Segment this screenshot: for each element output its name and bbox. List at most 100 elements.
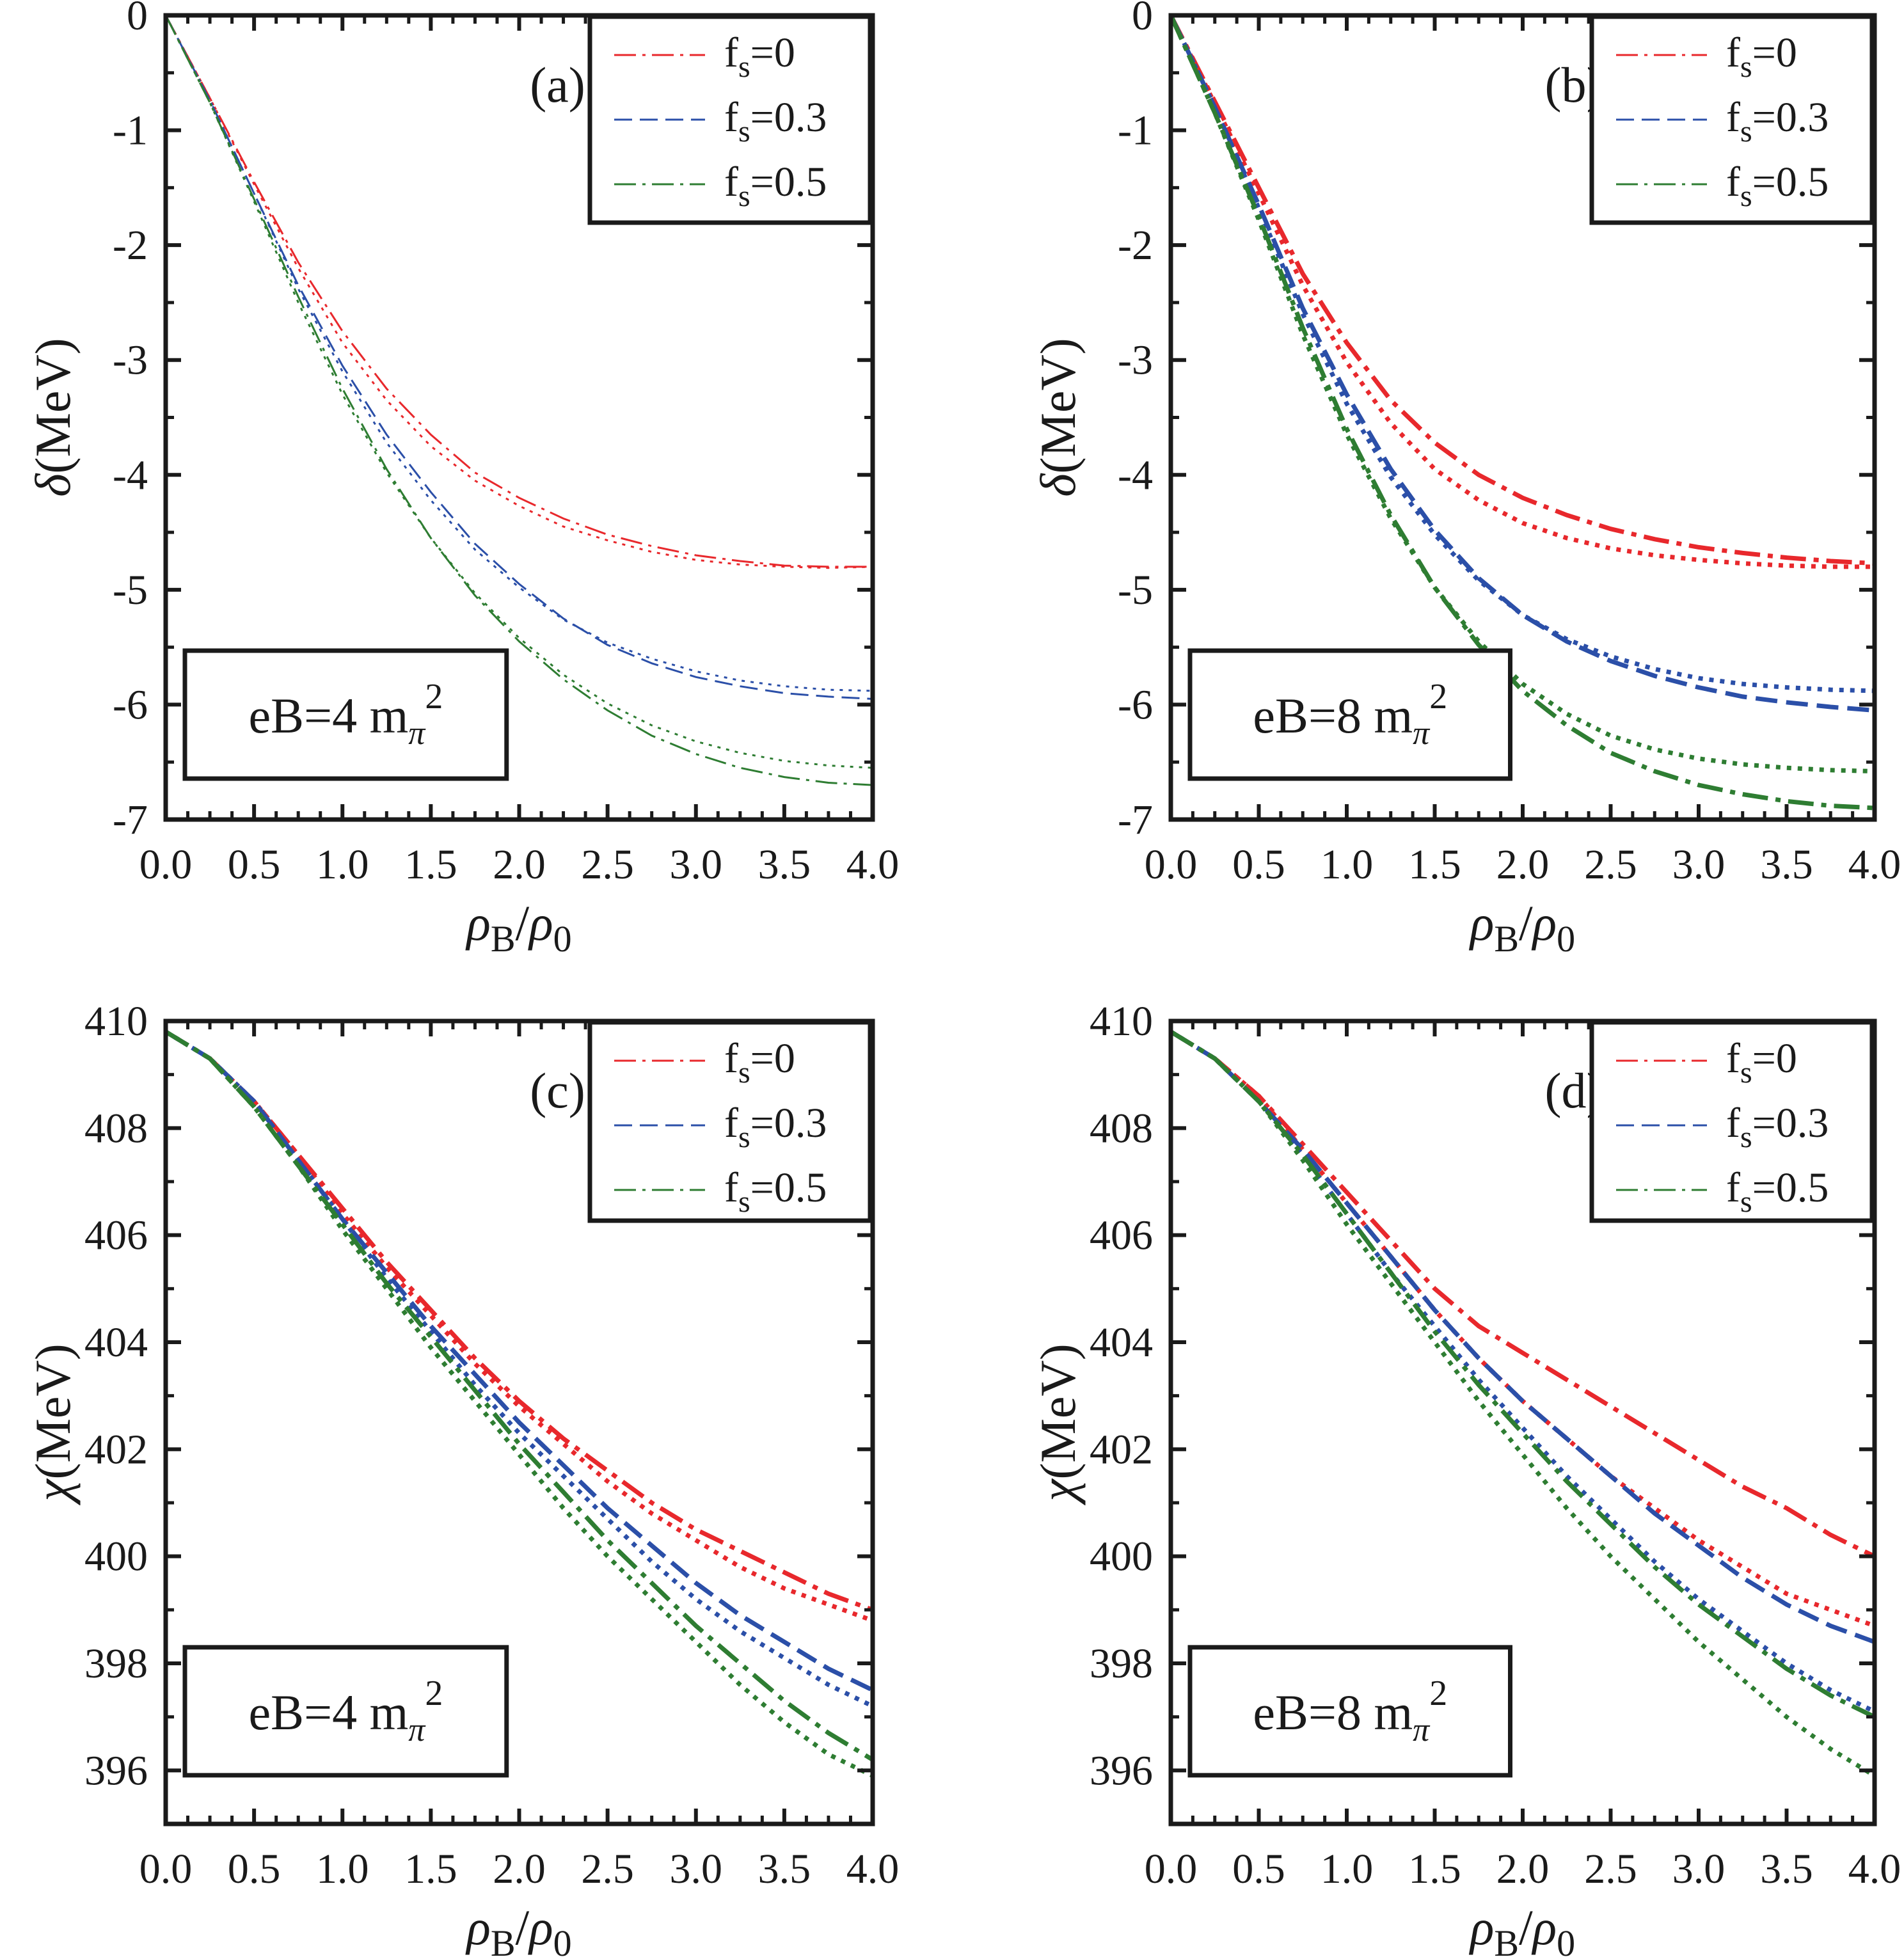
y-tick-label: 406 — [1090, 1212, 1153, 1259]
x-tick-label: 0.5 — [1232, 841, 1285, 888]
series-line-0 — [1171, 15, 1875, 566]
series-line-0 — [1171, 1029, 1875, 1558]
y-tick-label: 0 — [127, 0, 148, 39]
x-tick-label: 0.5 — [1232, 1846, 1285, 1892]
y-tick-label: 408 — [1090, 1105, 1153, 1152]
x-tick-label: 0.5 — [228, 1846, 281, 1892]
legend: fs=0 fs=0.3 fs=0.5 — [587, 1020, 873, 1223]
annotation-text: eB=4 mπ2 — [248, 677, 443, 752]
field-annotation: eB=4 mπ2 — [182, 1645, 509, 1778]
x-tick-label: 4.0 — [1848, 1846, 1901, 1892]
y-tick-label: -3 — [1118, 337, 1153, 384]
x-tick-label: 0.0 — [1145, 1846, 1198, 1892]
series-line-4 — [1171, 1029, 1875, 1719]
x-tick-label: 0.0 — [139, 1846, 193, 1892]
plot-frame — [1168, 13, 1877, 822]
x-tick-label: 3.0 — [1672, 841, 1726, 888]
legend: fs=0 fs=0.3 fs=0.5 — [1589, 1020, 1875, 1223]
legend-box — [587, 1020, 873, 1223]
annotation-box — [182, 1645, 509, 1778]
legend-label: fs=0 — [1726, 1035, 1797, 1089]
series-line-4 — [1171, 15, 1875, 811]
y-tick-label: 404 — [84, 1319, 148, 1366]
y-tick-label: 396 — [1090, 1747, 1153, 1794]
x-tick-label: 2.0 — [493, 1846, 546, 1892]
y-tick-label: 404 — [1090, 1319, 1153, 1366]
annotation-text: eB=8 mπ2 — [1253, 677, 1447, 752]
x-tick-label: 1.0 — [1321, 841, 1374, 888]
series-line-3 — [1171, 1029, 1875, 1714]
series-group — [166, 1029, 873, 1778]
annotation-box — [182, 648, 509, 781]
annotation-text: eB=8 mπ2 — [1253, 1674, 1447, 1748]
y-tick-label: 402 — [1090, 1426, 1153, 1473]
series-line-2 — [1171, 1029, 1875, 1644]
series-group — [1171, 15, 1875, 811]
y-tick-label: 0 — [1132, 0, 1153, 39]
legend-label: fs=0 — [724, 1035, 795, 1089]
x-tick-label: 1.0 — [316, 1846, 369, 1892]
y-tick-label: -6 — [113, 681, 148, 728]
legend-label: fs=0.5 — [724, 159, 827, 213]
x-tick-label: 4.0 — [846, 1846, 900, 1892]
annotation-box — [1187, 1645, 1512, 1778]
x-tick-label: 4.0 — [846, 841, 900, 888]
y-tick-label: 398 — [1090, 1640, 1153, 1687]
y-tick-label: -5 — [113, 567, 148, 614]
series-group — [166, 15, 873, 786]
legend-label: fs=0.3 — [1726, 1100, 1829, 1154]
annotation-box — [1187, 648, 1512, 781]
legend-label: fs=0.5 — [1726, 159, 1829, 213]
x-tick-label: 2.5 — [1584, 841, 1637, 888]
y-tick-label: -4 — [1118, 452, 1153, 498]
x-tick-label: 2.0 — [493, 841, 546, 888]
series-line-5 — [1171, 15, 1875, 774]
panel-c: 0.0 0.5 1.0 1.5 2.0 2.5 3.0 3.5 4.0 410 408 406 404 4… — [25, 998, 899, 1957]
y-tick-label: 406 — [84, 1212, 148, 1259]
legend-label: fs=0.3 — [724, 94, 827, 148]
y-tick-label: 410 — [84, 998, 148, 1045]
x-tick-label: 3.5 — [1760, 1846, 1813, 1892]
legend-label: fs=0.3 — [724, 1100, 827, 1154]
field-annotation: eB=8 mπ2 — [1187, 648, 1512, 781]
legend-label: fs=0.3 — [1726, 94, 1829, 148]
panel-a: 0.0 0.5 1.0 1.5 2.0 2.5 3.0 3.5 4.0 0 -1 -2 -3 -4 -5 -6… — [25, 0, 899, 960]
y-tick-label: -4 — [113, 452, 148, 498]
series-line-4 — [166, 1029, 873, 1762]
x-tick-label: 0.5 — [228, 841, 281, 888]
y-tick-label: -2 — [1118, 222, 1153, 269]
y-tick-label: 410 — [1090, 998, 1153, 1045]
annotation-text: eB=4 mπ2 — [248, 1674, 443, 1748]
legend-label: fs=0 — [724, 29, 795, 84]
x-tick-label: 1.5 — [404, 1846, 457, 1892]
legend-box — [1589, 14, 1875, 225]
y-axis-label: χ(MeV) — [25, 1343, 81, 1506]
series-line-0 — [166, 15, 873, 568]
x-tick-label: 1.0 — [1321, 1846, 1374, 1892]
y-tick-label: -1 — [113, 107, 148, 154]
x-tick-label: 2.0 — [1496, 841, 1550, 888]
legend-label: fs=0 — [1726, 29, 1797, 84]
x-tick-label: 2.5 — [581, 1846, 634, 1892]
field-annotation: eB=4 mπ2 — [182, 648, 509, 781]
x-axis-label: ρB/ρ0 — [1469, 1899, 1575, 1957]
legend-label: fs=0.5 — [1726, 1164, 1829, 1219]
x-tick-label: 3.0 — [670, 1846, 723, 1892]
plot-frame — [1168, 1018, 1877, 1826]
x-tick-label: 2.0 — [1496, 1846, 1550, 1892]
series-line-2 — [166, 15, 873, 700]
y-tick-label: 396 — [84, 1747, 148, 1794]
y-axis-label: χ(MeV) — [1030, 1343, 1086, 1506]
y-tick-label: 398 — [84, 1640, 148, 1687]
legend: fs=0 fs=0.3 fs=0.5 — [1589, 14, 1875, 225]
y-tick-label: -7 — [1118, 796, 1153, 843]
y-axis-label: δ(MeV) — [1030, 338, 1086, 497]
x-axis-label: ρB/ρ0 — [465, 1899, 571, 1957]
y-tick-label: -1 — [1118, 107, 1153, 154]
legend-label: fs=0.5 — [724, 1164, 827, 1219]
x-tick-label: 4.0 — [1848, 841, 1901, 888]
series-line-1 — [1171, 15, 1875, 569]
legend: fs=0 fs=0.3 fs=0.5 — [587, 14, 873, 225]
x-axis-label: ρB/ρ0 — [1469, 895, 1575, 960]
series-line-4 — [166, 15, 873, 786]
